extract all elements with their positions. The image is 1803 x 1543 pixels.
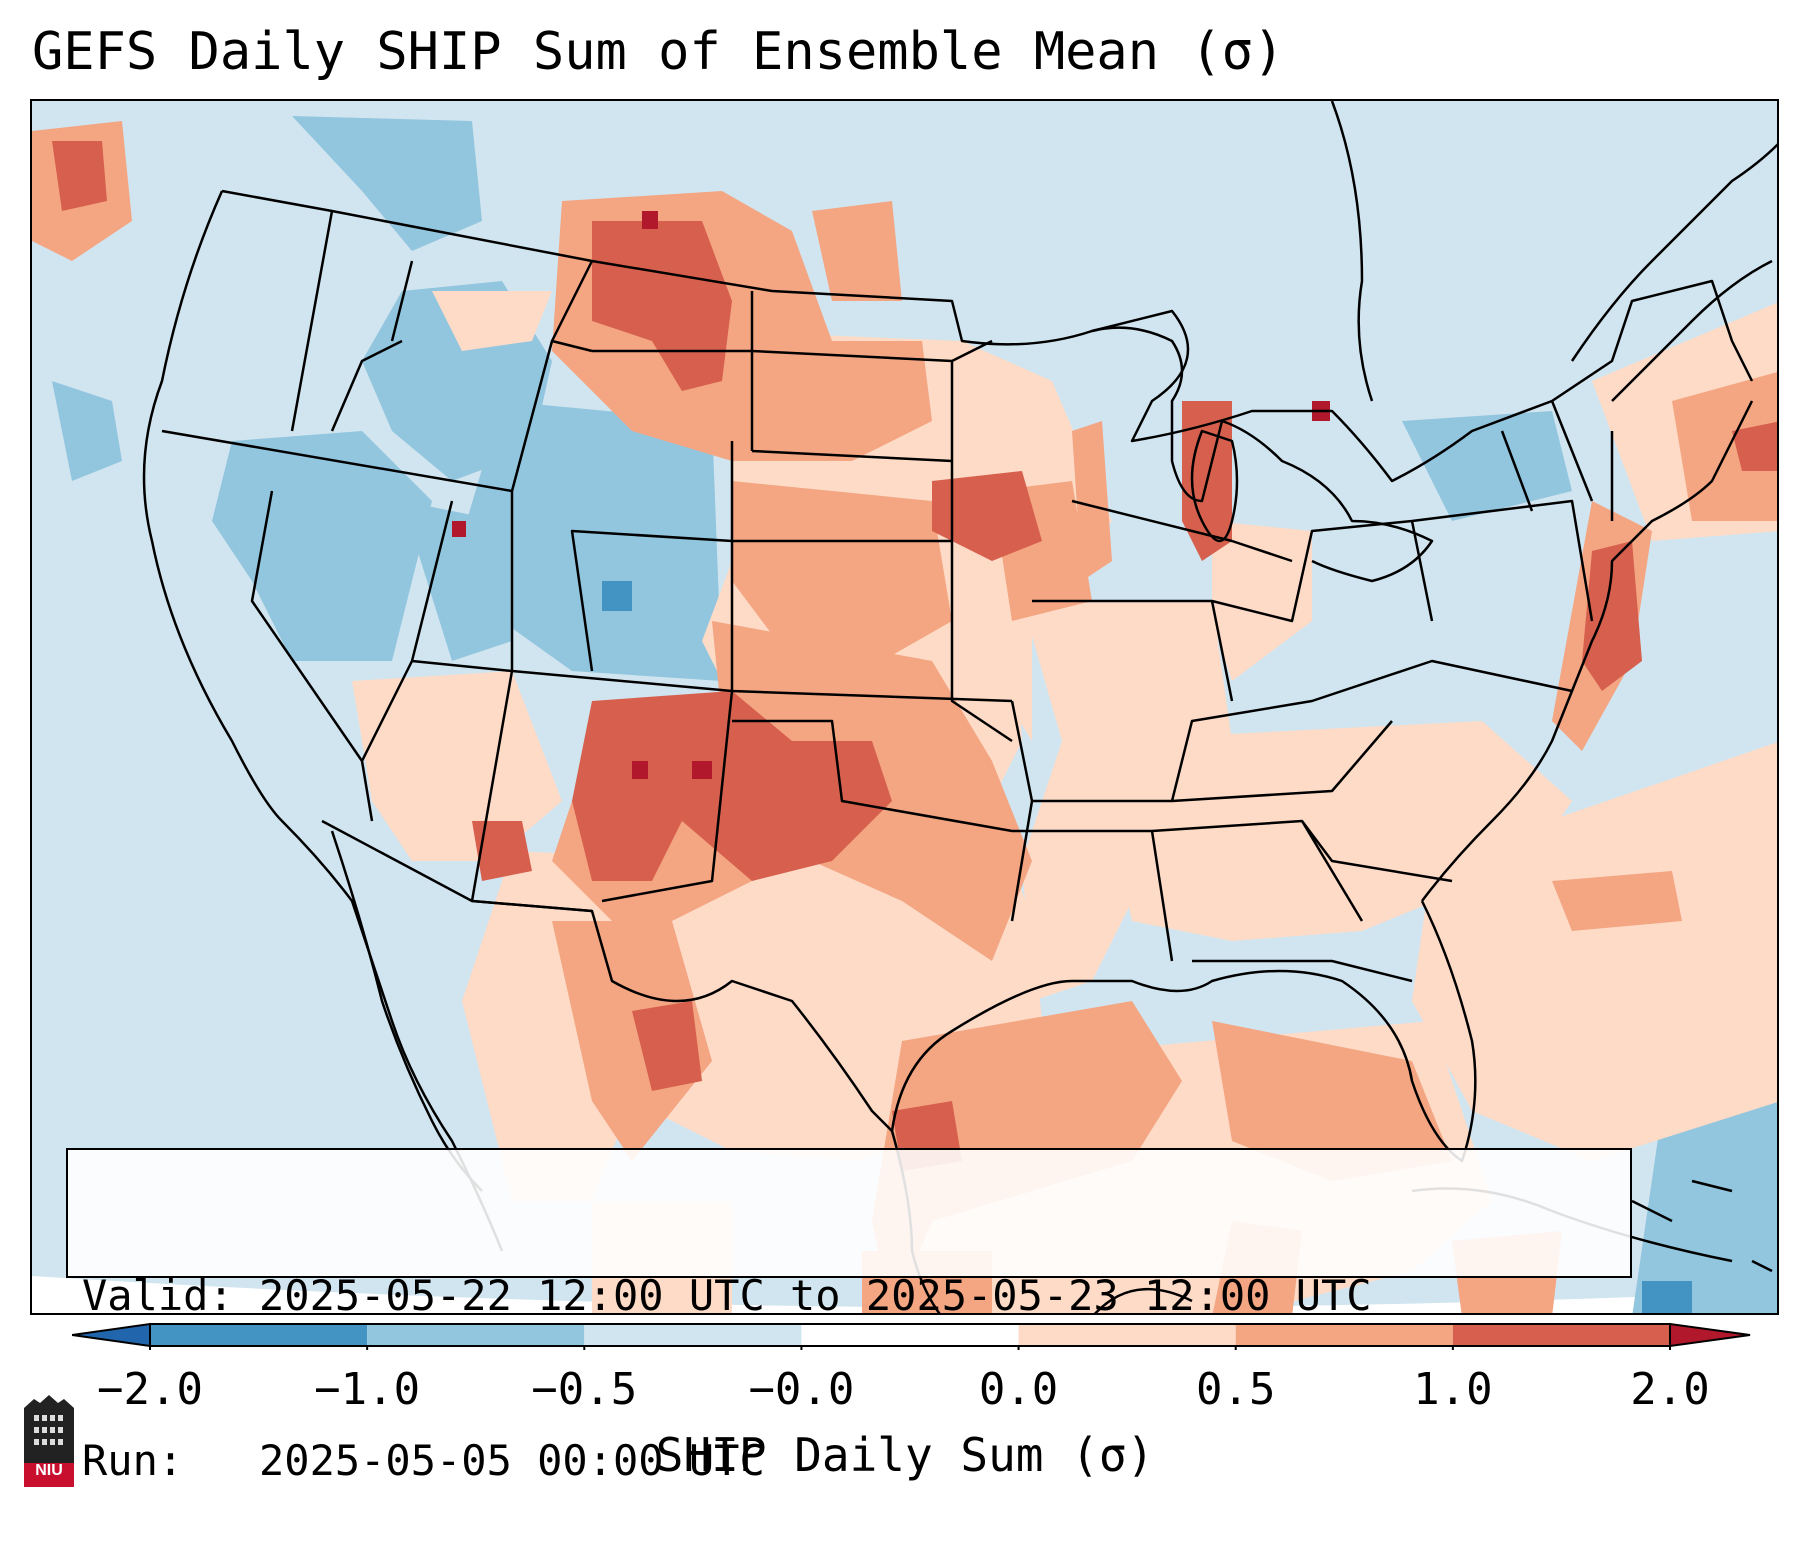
labrador-coast [1611,259,1773,402]
colorbar-tick-label: −0.0 [748,1364,855,1415]
niu-logo-text: NIU [35,1462,63,1479]
niu-logo-icon [24,1395,74,1487]
atlantic-coast [1421,400,1754,902]
colorbar-tick-label: −2.0 [97,1364,203,1415]
state-lines [161,210,1614,983]
colorbar-extend-high [1669,1322,1751,1348]
colorbar-tick-label: 2.0 [1630,1364,1710,1415]
map-panel [30,99,1779,1315]
us-mexico-border [321,819,893,1132]
pacific-coast [142,190,504,1252]
high-above-field [52,141,1777,1171]
well-below-field [602,581,1692,1313]
hudson-bay-coast [1330,101,1374,402]
colorbar-tick-label: −1.0 [314,1364,421,1415]
colorbar-tick-label: 0.5 [1195,1364,1276,1415]
great-lakes [1091,326,1434,583]
colorbar-extend-low [72,1322,151,1348]
colorbar-segment [801,1324,1019,1346]
colorbar-label: SHIP Daily Sum (σ) [655,1428,1155,1482]
colorbar-segment [1018,1324,1236,1346]
below-normal-field [52,116,1777,1313]
colorbar-segment [367,1324,585,1346]
colorbar [72,1322,1751,1350]
colorbar-tick-label: 1.0 [1413,1364,1493,1415]
boundaries [142,101,1777,1313]
run-time-text: Run: 2025-05-05 00:00 UTC [82,1436,765,1485]
valid-time-text: Valid: 2025-05-22 12:00 UTC to 2025-05-2… [82,1271,1372,1320]
lake-michigan [1190,429,1239,543]
colorbar-segment [584,1324,802,1346]
caribbean-islands [1631,1179,1773,1273]
colorbar-tick-label: −0.5 [531,1364,638,1415]
quebec-coast [1570,143,1777,362]
colorbar-segment [1452,1324,1670,1346]
yucatan-coast [1094,1287,1193,1313]
colorbar-segment [1235,1324,1453,1346]
gulf-coast [890,900,1477,1163]
colorbar-tick-label: 0.0 [978,1364,1059,1415]
colorbar-segment [150,1324,368,1346]
map-title: GEFS Daily SHIP Sum of Ensemble Mean (σ) [32,22,1285,82]
map-canvas [32,101,1777,1313]
validity-info-box: Valid: 2025-05-22 12:00 UTC to 2025-05-2… [66,1148,1632,1485]
